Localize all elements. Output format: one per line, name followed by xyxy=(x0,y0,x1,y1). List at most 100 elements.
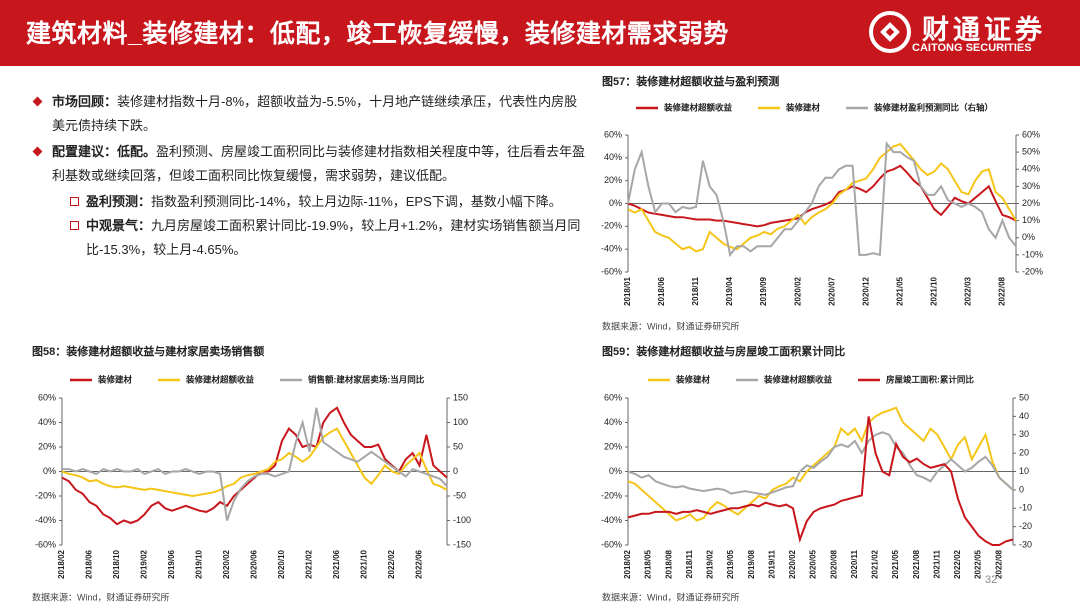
y-tick-label: 0% xyxy=(609,466,622,476)
x-tick-label: 2020/07 xyxy=(827,276,836,305)
y-tick-label: -20% xyxy=(601,221,622,231)
y2-tick-label: 10 xyxy=(1019,466,1029,476)
y2-tick-label: 20% xyxy=(1022,198,1040,208)
logo-subtext: CAITONG SECURITIES xyxy=(912,42,1032,54)
x-tick-label: 2019/02 xyxy=(140,549,149,578)
x-tick-label: 2022/05 xyxy=(974,549,983,578)
bullet-list: 市场回顾：装修建材指数十月-8%，超额收益为-5.5%，十月地产链继续承压，代表… xyxy=(30,90,590,262)
y-tick-label: -40% xyxy=(35,515,56,525)
header-title: 建筑材料_装修建材：低配，竣工恢复缓慢，装修建材需求弱势 xyxy=(26,20,729,48)
bullet-text: 盈利预测、房屋竣工面积同比与装修建材指数相关程度中等，往后看去年盈利基数或继续回… xyxy=(52,144,586,183)
y-tick-label: -20% xyxy=(35,490,56,500)
x-tick-label: 2018/10 xyxy=(112,549,121,578)
bullet-text: 指数盈利预测同比-14%，较上月边际-11%，EPS下调，基数小幅下降。 xyxy=(151,194,562,209)
y2-tick-label: 150 xyxy=(453,392,468,402)
legend-label: 装修建材 xyxy=(785,102,821,112)
y2-tick-label: -30 xyxy=(1019,539,1032,549)
bullet-label: 配置建议：低配。 xyxy=(52,144,157,159)
sub-bullet: 中观景气：九月房屋竣工面积累计同比-19.9%，较上月+1.2%，建材实场销售额… xyxy=(30,214,590,262)
chart-title: 图58：装修建材超额收益与建材家居卖场销售额 xyxy=(32,344,264,358)
series-line xyxy=(627,431,1014,496)
y2-tick-label: 0% xyxy=(1022,232,1035,242)
y-tick-label: 40% xyxy=(604,417,622,427)
y-tick-label: 20% xyxy=(38,441,56,451)
y2-tick-label: 30% xyxy=(1022,181,1040,191)
x-tick-label: 2018/01 xyxy=(623,276,632,305)
y2-tick-label: 50 xyxy=(1019,392,1029,402)
bullet-text: 九月房屋竣工面积累计同比-19.9%，较上月+1.2%，建材实场销售额当月同比-… xyxy=(86,218,581,257)
y2-tick-label: 20 xyxy=(1019,448,1029,458)
bullet: 市场回顾：装修建材指数十月-8%，超额收益为-5.5%，十月地产链继续承压，代表… xyxy=(30,90,590,138)
bullet: 配置建议：低配。盈利预测、房屋竣工面积同比与装修建材指数相关程度中等，往后看去年… xyxy=(30,140,590,188)
legend-label: 装修建材超额收益 xyxy=(185,374,255,384)
y2-tick-label: 40% xyxy=(1022,164,1040,174)
x-tick-label: 2021/06 xyxy=(332,549,341,578)
x-tick-label: 2018/02 xyxy=(57,549,66,578)
x-tick-label: 2021/10 xyxy=(929,276,938,305)
chart-source: 数据来源：Wind，财通证券研究所 xyxy=(602,591,740,602)
y2-tick-label: 50 xyxy=(453,441,463,451)
x-tick-label: 2020/02 xyxy=(222,549,231,578)
x-tick-label: 2021/05 xyxy=(891,549,900,578)
x-tick-label: 2020/12 xyxy=(861,276,870,305)
x-tick-label: 2021/05 xyxy=(895,276,904,305)
x-tick-label: 2020/08 xyxy=(829,549,838,578)
x-tick-label: 2020/05 xyxy=(809,549,818,578)
x-tick-label: 2019/02 xyxy=(706,549,715,578)
y-tick-label: 60% xyxy=(604,129,622,139)
y-tick-label: -40% xyxy=(601,515,622,525)
x-tick-label: 2020/11 xyxy=(850,549,859,578)
y2-tick-label: -150 xyxy=(453,539,471,549)
x-tick-label: 2019/08 xyxy=(747,549,756,578)
series-line xyxy=(61,427,448,498)
legend-label: 销售额:建材家居卖场:当月同比 xyxy=(308,374,425,384)
chart-title: 图57：装修建材超额收益与盈利预测 xyxy=(602,74,779,88)
x-tick-label: 2021/11 xyxy=(932,549,941,578)
x-tick-label: 2018/11 xyxy=(691,276,700,305)
y2-tick-label: 10% xyxy=(1022,215,1040,225)
y-tick-label: -40% xyxy=(601,244,622,254)
chart-source: 数据来源：Wind，财通证券研究所 xyxy=(32,591,170,602)
y2-tick-label: -100 xyxy=(453,515,471,525)
y2-tick-label: -10 xyxy=(1019,503,1032,513)
x-tick-label: 2022/03 xyxy=(963,276,972,305)
logo-text: 财通证券 xyxy=(922,15,1046,45)
y-tick-label: -60% xyxy=(35,539,56,549)
series-line xyxy=(627,140,1017,258)
x-tick-label: 2019/06 xyxy=(167,549,176,578)
bullet-label: 中观景气： xyxy=(86,218,152,233)
y2-tick-label: -50 xyxy=(453,490,466,500)
y-tick-label: 20% xyxy=(604,441,622,451)
y-tick-label: 60% xyxy=(38,392,56,402)
logo-icon xyxy=(869,11,911,53)
series-line xyxy=(62,407,448,521)
y2-tick-label: 40 xyxy=(1019,411,1029,421)
x-tick-label: 2021/10 xyxy=(360,549,369,578)
chart-source: 数据来源：Wind，财通证券研究所 xyxy=(602,320,740,331)
x-tick-label: 2019/10 xyxy=(195,549,204,578)
y-tick-label: 0% xyxy=(609,198,622,208)
x-tick-label: 2019/11 xyxy=(767,549,776,578)
x-tick-label: 2022/02 xyxy=(953,549,962,578)
series-line xyxy=(627,164,1017,228)
y2-tick-label: -20 xyxy=(1019,521,1032,531)
y-tick-label: -60% xyxy=(601,539,622,549)
x-tick-label: 2018/06 xyxy=(657,276,666,305)
bullet-text: 装修建材指数十月-8%，超额收益为-5.5%，十月地产链继续承压，代表性内房股美… xyxy=(52,94,578,133)
series-line xyxy=(61,406,448,526)
x-tick-label: 2018/02 xyxy=(623,549,632,578)
x-tick-label: 2022/08 xyxy=(994,549,1003,578)
y2-tick-label: -10% xyxy=(1022,249,1043,259)
legend-label: 装修建材 xyxy=(97,374,133,384)
bullet-label: 盈利预测： xyxy=(86,194,152,209)
y2-tick-label: 60% xyxy=(1022,129,1040,139)
x-tick-label: 2018/08 xyxy=(664,549,673,578)
x-tick-label: 2019/04 xyxy=(725,276,734,305)
y2-tick-label: 100 xyxy=(453,417,468,427)
y-tick-label: 40% xyxy=(604,152,622,162)
legend-label: 装修建材超额收益 xyxy=(663,102,733,112)
y-tick-label: 0% xyxy=(43,466,56,476)
series-line xyxy=(627,406,1014,522)
